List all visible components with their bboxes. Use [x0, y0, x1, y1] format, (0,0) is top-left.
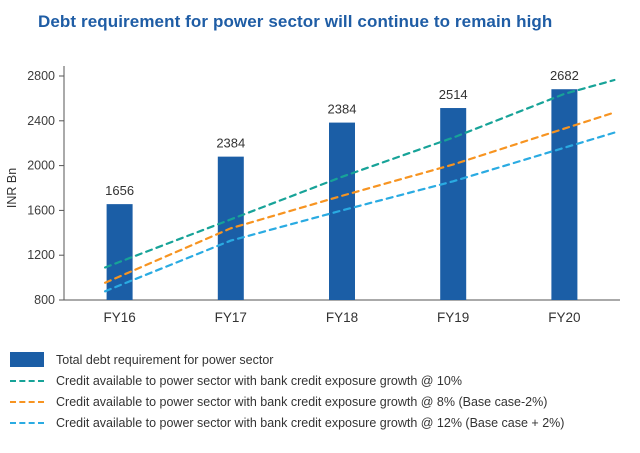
- bar: [329, 122, 355, 300]
- y-tick-label: 2000: [27, 159, 55, 173]
- dashed-line-swatch-lightblue: [10, 422, 44, 424]
- trend-line: [103, 111, 616, 284]
- y-tick-label: 1600: [27, 203, 55, 217]
- bar: [106, 204, 133, 300]
- legend-item-line-8pct: Credit available to power sector with ba…: [10, 395, 630, 409]
- x-tick-label: FY20: [548, 310, 580, 325]
- y-axis-title: INR Bn: [5, 168, 19, 208]
- legend-item-line-10pct: Credit available to power sector with ba…: [10, 374, 630, 388]
- x-tick-label: FY16: [103, 310, 135, 325]
- bar-value-label: 2514: [439, 87, 468, 102]
- bar-value-label: 2384: [216, 136, 245, 151]
- x-tick-label: FY18: [326, 310, 358, 325]
- legend-label: Total debt requirement for power sector: [56, 352, 274, 367]
- y-tick-label: 800: [34, 293, 55, 307]
- dashed-line-swatch-teal: [10, 380, 44, 382]
- x-tick-label: FY19: [437, 310, 469, 325]
- chart-legend: Total debt requirement for power sector …: [10, 352, 630, 437]
- y-tick-label: 1200: [27, 248, 55, 262]
- y-tick-label: 2400: [27, 114, 55, 128]
- chart-title: Debt requirement for power sector will c…: [38, 12, 553, 31]
- dashed-line-swatch-orange: [10, 401, 44, 403]
- bar: [551, 89, 578, 300]
- bar-value-label: 2682: [550, 68, 579, 83]
- legend-item-line-12pct: Credit available to power sector with ba…: [10, 416, 630, 430]
- x-tick-label: FY17: [215, 310, 247, 325]
- bar: [440, 108, 467, 300]
- trend-line: [103, 78, 616, 269]
- chart-canvas: 800 1200 1600 2000 2400 2800 1656 2384 2384 2514 2…: [5, 66, 620, 325]
- legend-label: Credit available to power sector with ba…: [56, 395, 548, 409]
- trend-line: [103, 131, 616, 293]
- bar-value-label: 1656: [105, 183, 134, 198]
- y-tick-label: 2800: [27, 69, 55, 83]
- bar-swatch: [10, 352, 44, 367]
- legend-item-bars: Total debt requirement for power sector: [10, 352, 630, 367]
- chart-area: 800 1200 1600 2000 2400 2800 1656 2384 2384 2514 2…: [0, 48, 640, 348]
- legend-label: Credit available to power sector with ba…: [56, 374, 462, 388]
- legend-label: Credit available to power sector with ba…: [56, 416, 565, 430]
- bar-value-label: 2384: [328, 102, 357, 117]
